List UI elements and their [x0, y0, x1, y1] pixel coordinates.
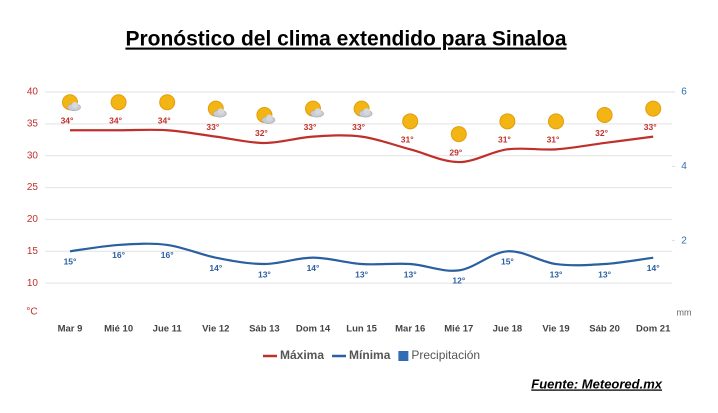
data-label: 31° [498, 135, 511, 145]
data-label: 13° [598, 269, 611, 279]
data-label: 33° [644, 122, 657, 132]
data-label: 15° [501, 257, 514, 267]
data-label: 16° [161, 250, 174, 260]
legend-swatch [398, 351, 409, 361]
x-tick-label: Mié 17 [444, 324, 473, 335]
sun [548, 113, 564, 130]
weather-icon [450, 126, 467, 143]
y-tick-label: 30 [27, 150, 39, 161]
data-label: 15° [64, 257, 77, 267]
data-label: 34° [61, 115, 74, 125]
x-tick-label: Dom 14 [296, 324, 331, 335]
series-line [69, 242, 654, 272]
weather-icon [596, 106, 613, 123]
data-label: 33° [352, 122, 365, 132]
y2-tick-label: 6 [681, 87, 687, 98]
sun [159, 94, 176, 111]
y2-tick-label: 4 [681, 161, 687, 172]
weather-icon [159, 94, 176, 111]
legend-label: Precipitación [411, 348, 480, 362]
data-label: 33° [304, 122, 317, 132]
weather-icon [207, 100, 227, 118]
weather-icon [499, 113, 516, 130]
y2-axis-label: mm [677, 307, 692, 317]
series-line [70, 128, 654, 164]
legend-label: Máxima [280, 348, 324, 362]
legend-label: Mínima [349, 348, 391, 362]
x-tick-label: Mar 16 [395, 324, 425, 335]
cloud [363, 108, 370, 115]
weather-icon [62, 94, 81, 112]
x-tick-label: Lun 15 [346, 324, 377, 335]
sun [596, 106, 613, 123]
data-label: 32° [255, 128, 268, 138]
cloud [217, 108, 225, 115]
x-tick-label: Vie 12 [202, 324, 229, 335]
data-label: 13° [355, 269, 368, 279]
y-tick-label: 35 [27, 118, 39, 129]
weather-icon [256, 106, 276, 124]
source: Fuente: Meteored.mx [531, 376, 663, 391]
data-label: 14° [209, 263, 222, 273]
y-tick-label: 15 [27, 246, 39, 257]
weather-icon [110, 94, 127, 111]
sun [110, 94, 127, 111]
sun [450, 126, 467, 143]
y-tick-label: 20 [27, 214, 39, 225]
y-tick-label: 25 [27, 182, 39, 193]
data-label: 33° [206, 122, 219, 132]
cloud [314, 108, 322, 115]
x-tick-label: Mar 9 [58, 324, 83, 335]
data-label: 13° [550, 269, 563, 279]
data-label: 31° [547, 135, 560, 145]
weather-icon [645, 100, 662, 117]
chart-title: Pronóstico del clima extendido para Sina… [125, 28, 566, 51]
x-tick-label: Dom 21 [636, 324, 671, 335]
data-label: 32° [595, 128, 608, 138]
weather-icon [305, 100, 324, 118]
data-label: 34° [158, 115, 171, 125]
x-tick-label: Sáb 20 [589, 324, 620, 335]
y2-tick-label: 2 [681, 235, 687, 246]
data-label: 34° [109, 115, 122, 125]
data-label: 29° [449, 147, 462, 157]
cloud [71, 101, 79, 109]
data-label: 14° [307, 263, 320, 273]
data-label: 12° [452, 276, 465, 286]
sun [402, 113, 419, 130]
x-tick-label: Sáb 13 [249, 324, 280, 335]
data-label: 31° [401, 135, 414, 145]
x-tick-label: Mié 10 [104, 324, 133, 335]
y-axis-label: °C [26, 307, 37, 318]
x-tick-label: Jue 18 [493, 324, 523, 335]
y-tick-label: 10 [27, 278, 39, 289]
cloud [266, 114, 273, 122]
data-label: 13° [404, 269, 417, 279]
sun [645, 100, 662, 117]
weather-icon [402, 113, 419, 130]
weather-icon [548, 113, 564, 130]
x-tick-label: Vie 19 [542, 324, 569, 335]
y-tick-label: 40 [27, 87, 39, 98]
weather-icon [353, 100, 373, 118]
sun [499, 113, 516, 130]
data-label: 13° [258, 269, 271, 279]
data-label: 16° [112, 250, 125, 260]
data-label: 14° [647, 263, 660, 273]
x-tick-label: Jue 11 [153, 324, 183, 335]
